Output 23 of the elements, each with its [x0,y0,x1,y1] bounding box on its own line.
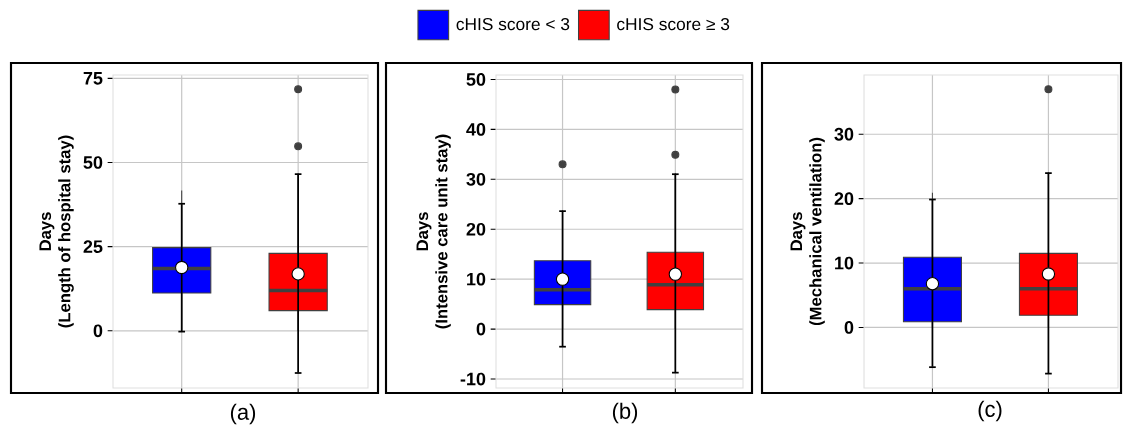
text: (b) [612,402,638,424]
y-tick-label: 50 [83,156,103,169]
y-tick-label: 10 [835,256,854,270]
text: (a) [230,403,256,425]
y-axis-title: Days (Length of hospital stay) [39,135,74,328]
y-tick-label: 0 [476,322,486,336]
y-tick-label: 20 [466,222,486,236]
y-tick-label: 30 [466,172,486,186]
y-tick-label: 0 [844,321,854,334]
text: (c) [978,400,1002,422]
y-axis-title: Days (Intensive care unit stay) [416,134,451,329]
legend-label: cHIS score ≥ 3 [617,17,730,31]
y-tick-label: 40 [466,123,486,136]
y-tick-label: 20 [834,192,854,206]
y-tick-label: 30 [834,127,854,141]
y-tick-label: 50 [466,73,486,86]
y-axis-title: Days (Mechanical ventilation) [790,137,825,326]
y-tick-label: 0 [93,324,103,338]
y-tick-label: -10 [460,372,486,386]
y-tick-label: 10 [467,272,486,286]
y-tick-label: 25 [83,240,103,254]
y-tick-label: 75 [83,72,103,85]
legend-label: cHIS score < 3 [456,17,570,31]
